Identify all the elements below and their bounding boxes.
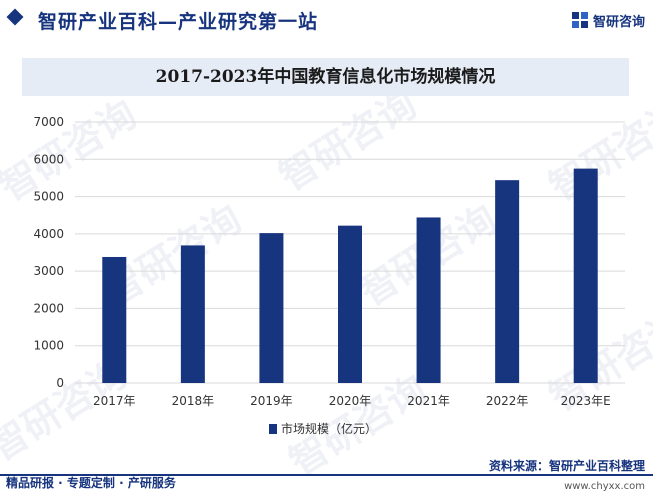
y-tick-label: 0	[56, 376, 64, 390]
bar	[573, 168, 598, 383]
y-tick-label: 3000	[33, 264, 64, 278]
bar	[338, 225, 362, 383]
y-tick-label: 2000	[33, 301, 64, 315]
y-tick-label: 4000	[33, 227, 64, 241]
x-tick-label: 2020年	[329, 394, 372, 408]
bars	[102, 168, 598, 383]
x-tick-label: 2021年	[407, 394, 450, 408]
x-tick-label: 2018年	[172, 394, 215, 408]
chart-title-band: 2017-2023年中国教育信息化市场规模情况	[22, 58, 629, 96]
bar	[102, 256, 127, 383]
x-tick-label: 2019年	[250, 394, 293, 408]
site-title: 智研产业百科—产业研究第一站	[38, 11, 319, 33]
logo-icon	[572, 12, 588, 28]
x-tick-label: 2017年	[93, 394, 136, 408]
legend: 市场规模（亿元）	[269, 421, 377, 436]
x-axis-ticks: 2017年 2018年 2019年 2020年 2021年 2022年 2023年E	[93, 394, 611, 408]
bar	[495, 180, 520, 383]
y-tick-label: 5000	[33, 190, 64, 204]
x-tick-label: 2022年	[486, 394, 529, 408]
bar	[259, 233, 284, 383]
x-tick-label: 2023年E	[561, 394, 611, 408]
bar	[180, 245, 205, 383]
y-tick-label: 7000	[33, 115, 64, 129]
footer-divider	[0, 474, 653, 476]
y-axis-ticks: 0 1000 2000 3000 4000 5000 6000 7000	[33, 115, 64, 390]
header-bar: 智研产业百科—产业研究第一站 智研咨询	[0, 0, 653, 40]
y-tick-label: 1000	[33, 339, 64, 353]
y-tick-label: 6000	[33, 152, 64, 166]
legend-label: 市场规模（亿元）	[281, 421, 377, 436]
footer-services: 精品研报 · 专题定制 · 产研服务	[6, 476, 176, 490]
footer-url: www.chyxx.com	[564, 481, 645, 492]
bar	[416, 217, 441, 383]
logo-text: 智研咨询	[593, 15, 646, 30]
chart-title: 2017-2023年中国教育信息化市场规模情况	[155, 67, 496, 87]
source-note: 资料来源：智研产业百科整理	[488, 459, 645, 473]
legend-swatch	[269, 424, 277, 434]
